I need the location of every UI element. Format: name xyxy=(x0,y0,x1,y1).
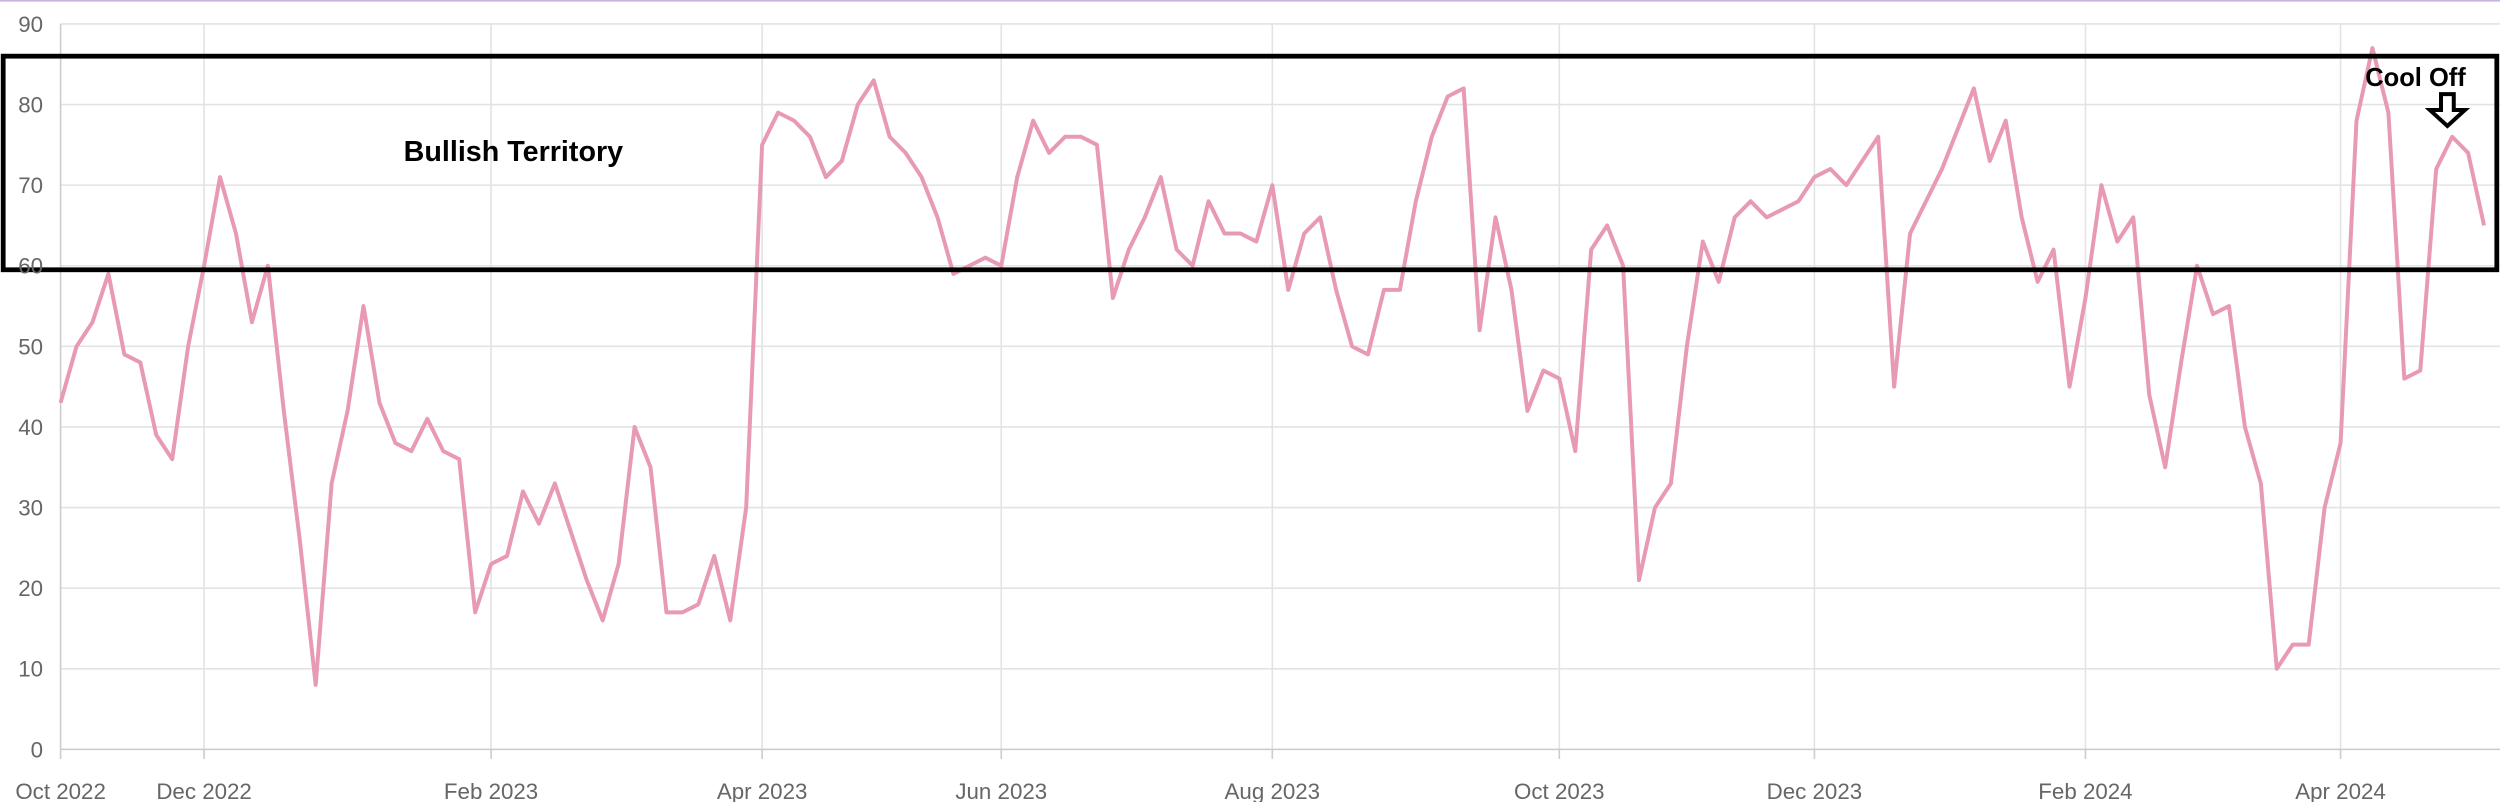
x-tick-label: Aug 2023 xyxy=(1225,779,1321,802)
x-tick-label: Oct 2022 xyxy=(15,779,106,802)
grid xyxy=(59,23,2500,759)
y-tick-label: 40 xyxy=(18,415,43,440)
arrow xyxy=(2424,92,2471,129)
y-tick-label: 30 xyxy=(18,496,43,521)
y-tick-label: 10 xyxy=(18,657,43,682)
bullish-zone xyxy=(0,53,2500,273)
y-tick-label: 60 xyxy=(18,254,43,279)
plot xyxy=(0,46,2500,687)
x-tick-label: Oct 2023 xyxy=(1514,779,1605,802)
y-tick-label: 50 xyxy=(18,334,43,359)
x-tick-label: Jun 2023 xyxy=(955,779,1047,802)
data-line xyxy=(58,46,2487,687)
y-tick-label: 90 xyxy=(18,12,43,37)
y-tick-label: 70 xyxy=(18,173,43,198)
x-tick-label: Dec 2023 xyxy=(1767,779,1863,802)
annotation: Cool Off xyxy=(2365,64,2466,92)
y-tick-label: 20 xyxy=(18,576,43,601)
labels: 0 10 20 30 40 50 60 70 80 90 Oct 2022 Dec 2022 Feb 2… xyxy=(15,12,2471,802)
x-tick-label: Feb 2024 xyxy=(2038,779,2132,802)
x-tick-label: Feb 2023 xyxy=(444,779,538,802)
y-tick-label: 0 xyxy=(31,737,43,762)
y-tick-label: 80 xyxy=(18,93,43,118)
x-tick-label: Dec 2022 xyxy=(156,779,252,802)
x-tick-label: Apr 2024 xyxy=(2295,779,2386,802)
annotation: Bullish Territory xyxy=(404,136,623,168)
x-tick-label: Apr 2023 xyxy=(717,779,808,802)
